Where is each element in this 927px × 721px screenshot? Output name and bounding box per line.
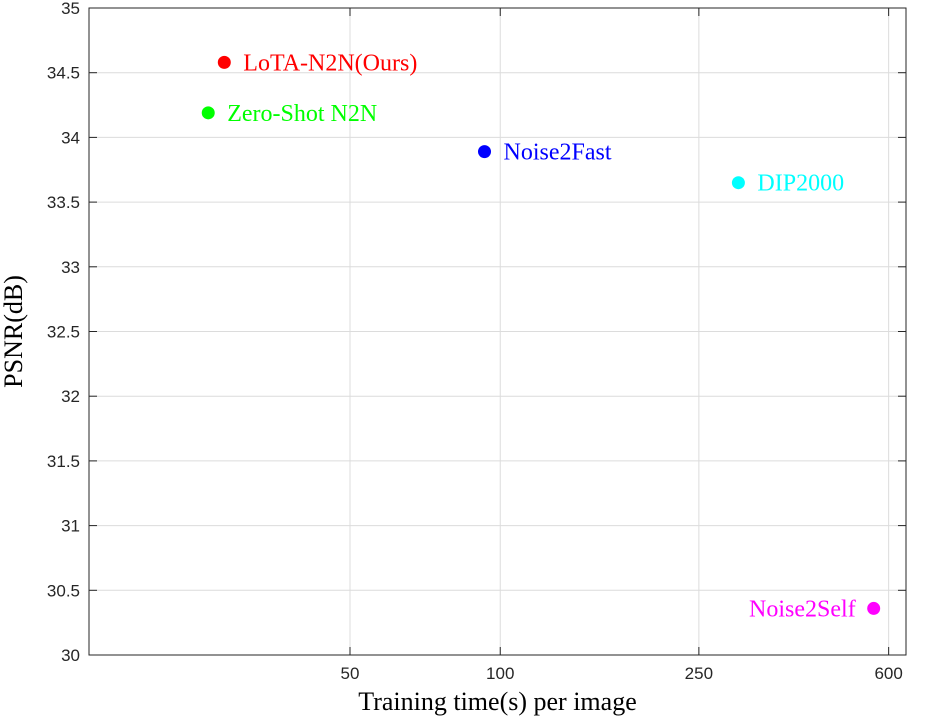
x-tick-label: 600 <box>874 664 902 683</box>
x-axis-title: Training time(s) per image <box>358 687 636 716</box>
data-point-label: Noise2Fast <box>504 140 612 166</box>
axis-ticks: 30 30.5 31 31.5 32 32.5 33 33.5 34 34.5 35 50 100 250… <box>47 0 906 683</box>
data-point <box>867 601 881 615</box>
data-point-label: DIP2000 <box>757 171 844 197</box>
data-points: LoTA-N2N(Ours) Zero-Shot N2N Noise2Fast DIP… <box>201 50 881 622</box>
y-tick-label: 31 <box>61 517 80 536</box>
data-point <box>217 55 231 69</box>
grid-lines <box>89 7 906 656</box>
x-tick-label: 250 <box>685 664 713 683</box>
y-tick-label: 31.5 <box>47 452 80 471</box>
data-point <box>478 145 492 159</box>
y-tick-label: 33.5 <box>47 193 80 212</box>
data-point <box>201 106 215 120</box>
data-point-label: Zero-Shot N2N <box>227 101 377 127</box>
data-point-label: LoTA-N2N(Ours) <box>243 50 417 76</box>
y-tick-label: 34 <box>61 128 80 147</box>
y-tick-label: 32 <box>61 387 80 406</box>
y-tick-label: 33 <box>61 258 80 277</box>
x-tick-label: 50 <box>341 664 360 683</box>
y-tick-label: 35 <box>61 0 80 18</box>
y-tick-label: 34.5 <box>47 64 80 83</box>
x-tick-label: 100 <box>486 664 514 683</box>
data-point <box>731 176 745 190</box>
y-tick-label: 30 <box>61 646 80 665</box>
data-point-label: Noise2Self <box>749 596 856 622</box>
y-tick-label: 30.5 <box>47 581 80 600</box>
y-tick-label: 32.5 <box>47 323 80 342</box>
y-axis-title: PSNR(dB) <box>0 275 28 388</box>
